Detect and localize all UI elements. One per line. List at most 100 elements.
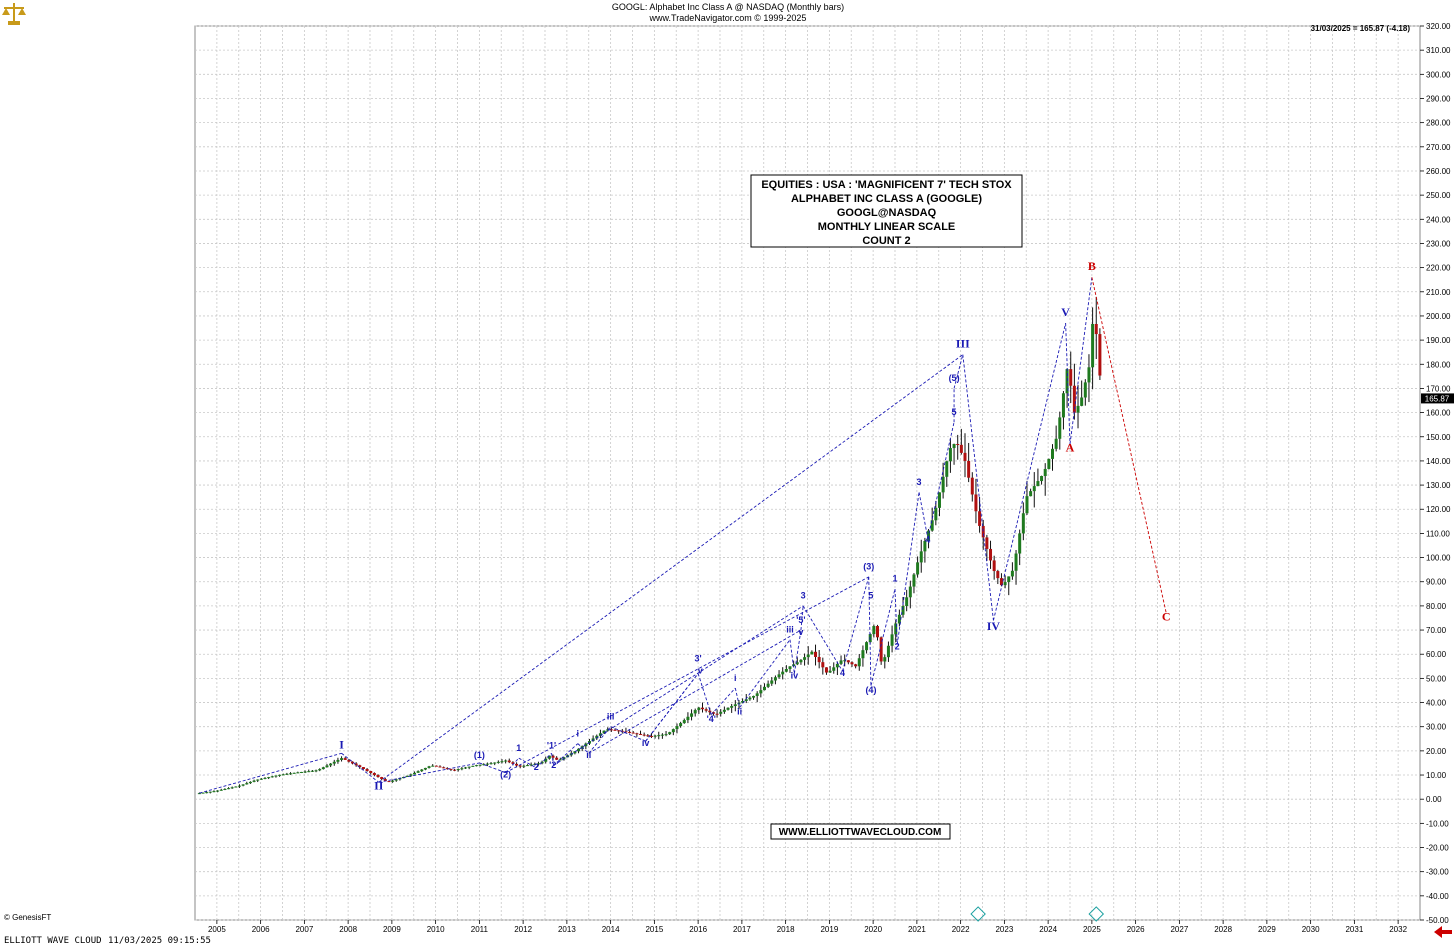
price-bar-body [321, 767, 325, 770]
price-bar-body [653, 735, 657, 737]
price-bar-body [832, 667, 836, 671]
price-bar-body [628, 731, 632, 733]
price-bar-body [1025, 496, 1029, 514]
price-bar-body [544, 758, 548, 762]
price-bar-body [267, 777, 271, 779]
price-bar-body [843, 660, 847, 662]
price-bar-body [398, 778, 402, 780]
wave-label: 4 [840, 668, 845, 678]
price-bar-body [726, 707, 730, 710]
price-bar-body [259, 778, 263, 780]
price-bar-body [978, 511, 982, 526]
price-bar-body [216, 790, 220, 792]
price-bar-body [526, 765, 529, 767]
wave-label: C [1162, 609, 1171, 623]
price-bar-body [974, 494, 978, 512]
price-bar-body [930, 520, 934, 531]
price-bar-body [1072, 385, 1076, 413]
price-bar-body [227, 788, 231, 790]
price-bar-body [646, 735, 650, 737]
price-bar-body [595, 735, 599, 739]
price-bar-body [234, 786, 238, 788]
price-bar-body [555, 757, 559, 760]
wave-channel-line [645, 673, 699, 742]
price-bar-body [307, 771, 311, 773]
y-tick-label: 20.00 [1426, 747, 1447, 756]
wave-connector [1069, 277, 1093, 445]
wave-label: (1) [474, 750, 485, 760]
price-bar-body [245, 783, 249, 785]
price-bar-body [883, 657, 887, 662]
price-bar-body [230, 787, 234, 789]
wave-connector [927, 422, 955, 539]
wave-label: 1 [516, 743, 521, 753]
x-tick-label: 2014 [602, 925, 620, 934]
price-bar-body [854, 664, 858, 667]
price-bar-body [635, 733, 639, 735]
wave-connector [505, 757, 520, 773]
price-bar-body [660, 734, 664, 736]
y-tick-label: 90.00 [1426, 578, 1447, 587]
wave-label: 2 [534, 762, 539, 772]
price-bar-body [533, 763, 537, 765]
y-tick-label: 40.00 [1426, 699, 1447, 708]
wave-channel-line [505, 576, 869, 774]
scroll-left-arrow-icon[interactable] [1434, 926, 1452, 938]
price-bar-body [788, 666, 792, 669]
wave-connector [800, 605, 804, 631]
price-bar-body [956, 444, 960, 446]
price-bar-body [354, 763, 358, 766]
x-tick-label: 2032 [1389, 925, 1407, 934]
price-bar-body [609, 729, 613, 731]
website-label: WWW.ELLIOTTWAVECLOUD.COM [779, 827, 942, 838]
price-bar-body [460, 768, 464, 770]
price-bar-body [937, 492, 941, 508]
price-bar-body [992, 560, 996, 572]
price-bar-body [445, 768, 449, 770]
price-bar-body [894, 623, 898, 635]
price-bar-body [598, 733, 602, 736]
price-bar-body [1003, 582, 1007, 586]
y-tick-label: 60.00 [1426, 650, 1447, 659]
y-tick-label: 230.00 [1426, 239, 1451, 248]
y-tick-label: 220.00 [1426, 264, 1451, 273]
price-bar-body [1083, 382, 1087, 398]
chart-title: GOOGL: Alphabet Inc Class A @ NASDAQ (Mo… [611, 2, 845, 12]
price-bar-body [201, 792, 205, 794]
info-box-line: ALPHABET INC CLASS A (GOOGLE) [791, 193, 982, 205]
wave-label: (3) [863, 562, 874, 572]
x-tick-label: 2017 [733, 925, 751, 934]
price-bar-body [989, 548, 993, 561]
price-bar-body [748, 697, 752, 700]
price-bar-body [358, 765, 362, 768]
price-bar-body [332, 761, 336, 764]
price-bar-body [1040, 476, 1044, 482]
price-bar-body [518, 765, 522, 767]
y-tick-label: 150.00 [1426, 433, 1451, 442]
last-quote-label: 31/03/2025 = 165.87 (-4.18) [1311, 24, 1411, 33]
price-bar-body [905, 597, 909, 607]
price-bar-body [442, 767, 446, 769]
y-tick-label: 120.00 [1426, 505, 1451, 514]
price-bar-body [1065, 369, 1069, 394]
y-tick-label: 10.00 [1426, 771, 1447, 780]
price-bar-body [642, 734, 646, 736]
wave-label: (2) [500, 769, 511, 779]
price-bar-body [434, 765, 438, 767]
wave-connector [518, 757, 537, 769]
x-tick-label: 2012 [514, 925, 532, 934]
price-bar-body [347, 759, 351, 762]
y-tick-label: 270.00 [1426, 143, 1451, 152]
y-tick-label: 310.00 [1426, 46, 1451, 55]
price-bar-body [456, 769, 460, 771]
price-bar-body [919, 551, 923, 563]
wave-connector [962, 354, 994, 621]
price-bar-body [999, 578, 1003, 586]
price-bar-body [314, 770, 318, 772]
price-bar-body [292, 772, 296, 774]
price-bar-body [795, 662, 799, 665]
wave-label: iii [607, 711, 615, 721]
price-bar-body [701, 707, 704, 710]
price-bar-body [759, 690, 763, 694]
x-tick-label: 2007 [295, 925, 313, 934]
